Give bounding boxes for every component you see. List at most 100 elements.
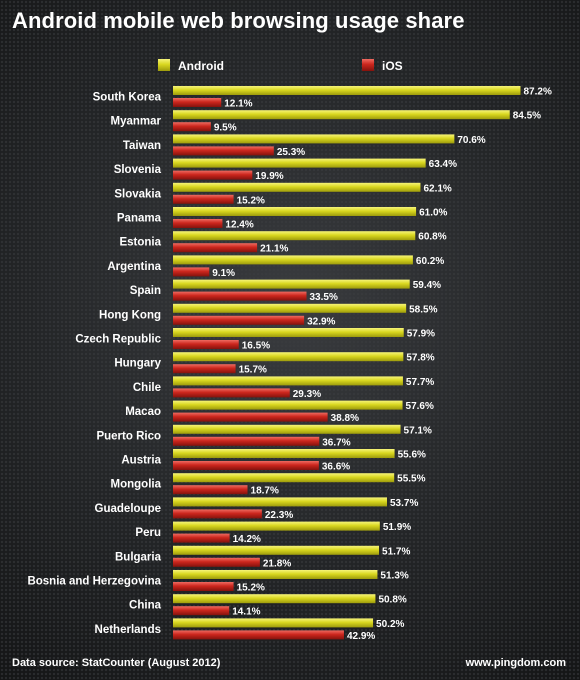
legend-swatch-ios	[362, 59, 374, 71]
bar-android	[173, 255, 413, 265]
data-label-ios: 12.1%	[224, 99, 252, 110]
data-label-ios: 9.5%	[214, 123, 237, 134]
data-label-ios: 15.7%	[239, 365, 267, 376]
data-label-ios: 9.1%	[212, 268, 235, 279]
category-label: Slovenia	[114, 164, 162, 176]
legend-label-android: Android	[178, 59, 224, 73]
data-label-android: 87.2%	[523, 87, 551, 98]
data-label-ios: 22.3%	[265, 510, 293, 521]
country-row: Slovenia 63.4% 19.9%	[114, 158, 457, 182]
data-label-android: 63.4%	[429, 159, 457, 170]
data-label-android: 51.7%	[382, 546, 410, 557]
data-label-ios: 15.2%	[237, 195, 265, 206]
bar-ios	[173, 98, 222, 107]
category-label: Hungary	[114, 358, 161, 370]
bar-ios	[173, 509, 262, 519]
category-label: China	[129, 600, 162, 612]
data-label-ios: 21.8%	[263, 558, 291, 569]
bar-ios	[173, 194, 234, 204]
data-label-ios: 25.3%	[277, 147, 305, 158]
country-row: China 50.8% 14.1%	[129, 594, 407, 618]
bar-ios	[173, 412, 328, 422]
data-label-android: 51.9%	[383, 522, 411, 533]
data-label-ios: 33.5%	[309, 292, 337, 303]
data-label-android: 84.5%	[513, 111, 541, 122]
category-label: Bulgaria	[115, 551, 162, 563]
data-label-ios: 32.9%	[307, 316, 335, 327]
bar-ios	[173, 291, 307, 301]
data-label-ios: 21.1%	[260, 244, 288, 255]
country-row: Bulgaria 51.7% 21.8%	[115, 545, 410, 569]
country-row: Panama 61.0% 12.4%	[117, 207, 448, 231]
category-label: Guadeloupe	[95, 503, 161, 515]
data-label-ios: 38.8%	[331, 413, 359, 424]
category-label: South Korea	[93, 92, 162, 104]
data-source-note: Data source: StatCounter (August 2012)	[12, 657, 221, 669]
data-label-android: 55.6%	[398, 450, 426, 461]
bar-android	[173, 207, 417, 216]
category-label: Netherlands	[95, 624, 161, 636]
data-label-android: 60.2%	[416, 256, 444, 267]
bar-android	[173, 376, 403, 386]
data-label-ios: 42.9%	[347, 631, 375, 642]
country-row: South Korea 87.2% 12.1%	[93, 86, 552, 110]
bar-ios	[173, 388, 290, 398]
bar-ios	[173, 436, 320, 446]
bar-android	[173, 570, 378, 579]
country-row: Hong Kong 58.5% 32.9%	[99, 303, 438, 327]
data-label-ios: 29.3%	[293, 389, 321, 400]
data-label-android: 60.8%	[418, 232, 446, 243]
chart-rows: South Korea 87.2% 12.1% Myanmar 84.5% 9.5%Tai…	[27, 86, 552, 642]
legend-label-ios: iOS	[382, 59, 403, 73]
category-label: Argentina	[107, 261, 161, 273]
category-label: Estonia	[119, 237, 161, 249]
bar-ios	[173, 170, 253, 180]
country-row: Chile 57.7% 29.3%	[133, 376, 434, 400]
data-label-android: 51.3%	[380, 571, 408, 582]
bar-ios	[173, 340, 239, 349]
bar-android	[173, 545, 380, 555]
bar-ios	[173, 533, 230, 543]
bar-android	[173, 594, 376, 604]
category-label: Hong Kong	[99, 309, 161, 321]
category-label: Macao	[125, 406, 161, 418]
country-row: Spain 59.4% 33.5%	[130, 279, 441, 303]
bar-android	[173, 473, 395, 483]
legend: Android iOS	[158, 59, 403, 73]
category-label: Bosnia and Herzegovina	[27, 576, 161, 588]
category-label: Slovakia	[114, 188, 161, 200]
bar-ios	[173, 315, 305, 325]
bar-android	[173, 158, 426, 168]
data-label-ios: 18.7%	[251, 486, 279, 497]
country-row: Czech Republic 57.9% 16.5%	[75, 328, 435, 352]
bar-ios	[173, 582, 234, 591]
bar-ios	[173, 219, 223, 228]
data-label-android: 57.6%	[406, 401, 434, 412]
bar-android	[173, 86, 521, 95]
country-row: Argentina 60.2% 9.1%	[107, 255, 444, 279]
bar-android	[173, 231, 416, 241]
country-row: Taiwan 70.6% 25.3%	[123, 134, 486, 158]
data-label-android: 50.2%	[376, 619, 404, 630]
bar-android	[173, 400, 403, 410]
category-label: Mongolia	[111, 479, 162, 491]
country-row: Netherlands 50.2%42.9%	[95, 618, 405, 642]
bar-ios	[173, 122, 211, 132]
bar-ios	[173, 364, 236, 374]
legend-swatch-android	[158, 59, 170, 71]
country-row: Guadeloupe 53.7% 22.3%	[95, 497, 418, 521]
data-label-android: 62.1%	[423, 183, 451, 194]
data-label-android: 57.9%	[407, 329, 435, 340]
data-label-ios: 36.7%	[322, 437, 350, 448]
bar-android	[173, 303, 407, 313]
bar-android	[173, 352, 404, 362]
country-row: Puerto Rico 57.1% 36.7%	[96, 424, 432, 448]
category-label: Myanmar	[111, 116, 162, 128]
country-row: Macao 57.6% 38.8%	[125, 400, 434, 424]
bar-android	[173, 449, 395, 458]
data-label-android: 61.0%	[419, 208, 447, 219]
country-row: Myanmar 84.5% 9.5%	[111, 110, 541, 134]
bar-ios	[173, 630, 344, 640]
data-label-android: 57.8%	[406, 353, 434, 364]
